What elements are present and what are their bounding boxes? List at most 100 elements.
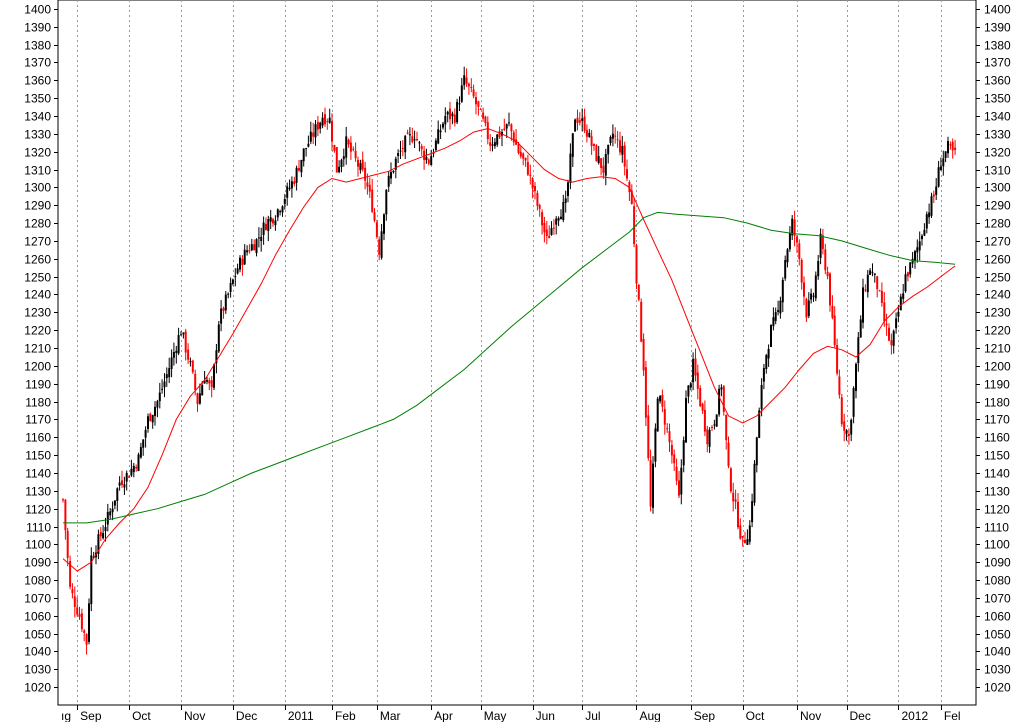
candle-body-46 — [170, 357, 173, 369]
candle-body-124 — [354, 150, 357, 159]
candle-body-250 — [652, 463, 654, 508]
candle-body-307 — [786, 249, 789, 263]
candle-body-352 — [892, 330, 895, 346]
candle-body-309 — [791, 218, 794, 236]
candle-body-101 — [300, 159, 303, 173]
candle-body-33 — [139, 447, 142, 458]
candle-body-150 — [416, 139, 418, 141]
candle-body-113 — [328, 117, 331, 123]
candle-body-92 — [279, 211, 282, 213]
candle-body-284 — [732, 492, 735, 502]
candle-body-114 — [331, 121, 333, 142]
candle-body-315 — [805, 299, 808, 318]
candle-body-254 — [661, 395, 664, 407]
y-tick-label-right-24: 1260 — [984, 253, 1011, 267]
candle-body-337 — [857, 337, 860, 364]
candle-body-75 — [239, 257, 241, 270]
candle-body-330 — [840, 397, 843, 425]
candle-body-103 — [305, 148, 308, 150]
x-tick-label-17: 2012 — [901, 709, 928, 722]
y-tick-label-right-38: 1400 — [984, 3, 1011, 17]
candle-body-108 — [316, 122, 319, 130]
candle-body-12 — [90, 555, 93, 605]
candle-body-10 — [85, 634, 88, 645]
candle-body-111 — [324, 114, 326, 125]
candle-body-357 — [904, 274, 907, 292]
y-tick-label-right-21: 1230 — [984, 306, 1011, 320]
candle-body-106 — [312, 132, 315, 137]
y-tick-label-left-14: 1160 — [25, 431, 51, 445]
y-tick-label-right-32: 1340 — [984, 110, 1011, 124]
candle-body-283 — [729, 468, 732, 492]
candle-body-182 — [491, 144, 494, 146]
candle-body-37 — [149, 413, 152, 421]
y-tick-label-right-15: 1170 — [984, 413, 1010, 427]
candle-body-246 — [642, 339, 645, 371]
candle-body-297 — [762, 367, 765, 382]
candle-body-185 — [498, 131, 501, 138]
candle-body-322 — [821, 235, 824, 249]
y-tick-label-right-13: 1150 — [984, 449, 1010, 463]
candle-body-52 — [184, 331, 187, 353]
y-tick-label-left-25: 1270 — [24, 235, 51, 249]
y-tick-label-right-19: 1210 — [984, 342, 1011, 356]
y-tick-label-right-2: 1040 — [984, 645, 1011, 659]
candle-body-204 — [543, 223, 546, 233]
candle-body-268 — [694, 358, 697, 376]
candle-body-116 — [335, 147, 338, 173]
candle-body-360 — [911, 258, 914, 264]
candle-body-351 — [890, 340, 893, 346]
candle-body-280 — [722, 386, 725, 412]
candle-body-172 — [467, 83, 470, 87]
candle-body-112 — [326, 121, 329, 123]
y-tick-label-left-33: 1350 — [24, 92, 51, 106]
y-axis-left: 1020 1030 1040 1050 1060 1070 1080 1090 1100 1110… — [24, 3, 58, 695]
y-tick-label-right-25: 1270 — [984, 235, 1011, 249]
candle-body-121 — [347, 139, 350, 145]
candle-body-82 — [255, 239, 258, 254]
y-tick-label-right-23: 1250 — [984, 271, 1011, 285]
candle-body-287 — [739, 525, 742, 539]
candle-body-279 — [720, 387, 723, 390]
candle-body-212 — [562, 202, 565, 220]
y-tick-label-left-20: 1220 — [24, 324, 51, 338]
x-tick-label-0: ıg — [61, 709, 71, 722]
candle-body-245 — [640, 301, 643, 342]
candle-body-263 — [682, 440, 685, 466]
candle-body-253 — [659, 396, 662, 402]
candle-body-134 — [378, 239, 381, 255]
candle-body-93 — [281, 206, 284, 213]
candle-body-292 — [751, 501, 754, 523]
candle-body-170 — [463, 75, 466, 86]
candle-body-184 — [496, 134, 499, 145]
y-tick-label-right-31: 1330 — [984, 128, 1011, 142]
candle-body-338 — [859, 319, 862, 338]
candle-body-131 — [371, 189, 374, 212]
candle-body-222 — [585, 130, 588, 137]
candle-body-203 — [541, 212, 544, 226]
y-tick-label-left-34: 1360 — [24, 74, 51, 88]
candle-body-2 — [66, 530, 69, 558]
x-tick-label-10: Jun — [536, 709, 555, 722]
candle-body-218 — [576, 117, 579, 123]
candle-body-224 — [590, 136, 593, 147]
candle-body-156 — [430, 156, 433, 166]
y-tick-label-left-8: 1100 — [25, 538, 51, 552]
x-tick-label-16: Dec — [850, 709, 871, 722]
candle-body-56 — [194, 373, 197, 390]
candle-body-117 — [338, 166, 341, 173]
candle-body-190 — [510, 124, 513, 132]
candle-body-50 — [180, 334, 182, 336]
candle-body-221 — [583, 116, 586, 131]
candle-body-28 — [128, 476, 131, 478]
candle-body-208 — [552, 227, 555, 229]
candle-body-249 — [649, 460, 652, 507]
candle-body-377 — [951, 141, 954, 151]
candle-body-367 — [928, 212, 931, 218]
candle-body-259 — [673, 454, 676, 464]
candle-body-64 — [213, 364, 215, 388]
y-tick-label-left-17: 1190 — [25, 378, 51, 392]
candle-body-304 — [779, 300, 782, 314]
y-tick-label-left-28: 1300 — [24, 181, 51, 195]
y-tick-label-left-23: 1250 — [24, 271, 51, 285]
